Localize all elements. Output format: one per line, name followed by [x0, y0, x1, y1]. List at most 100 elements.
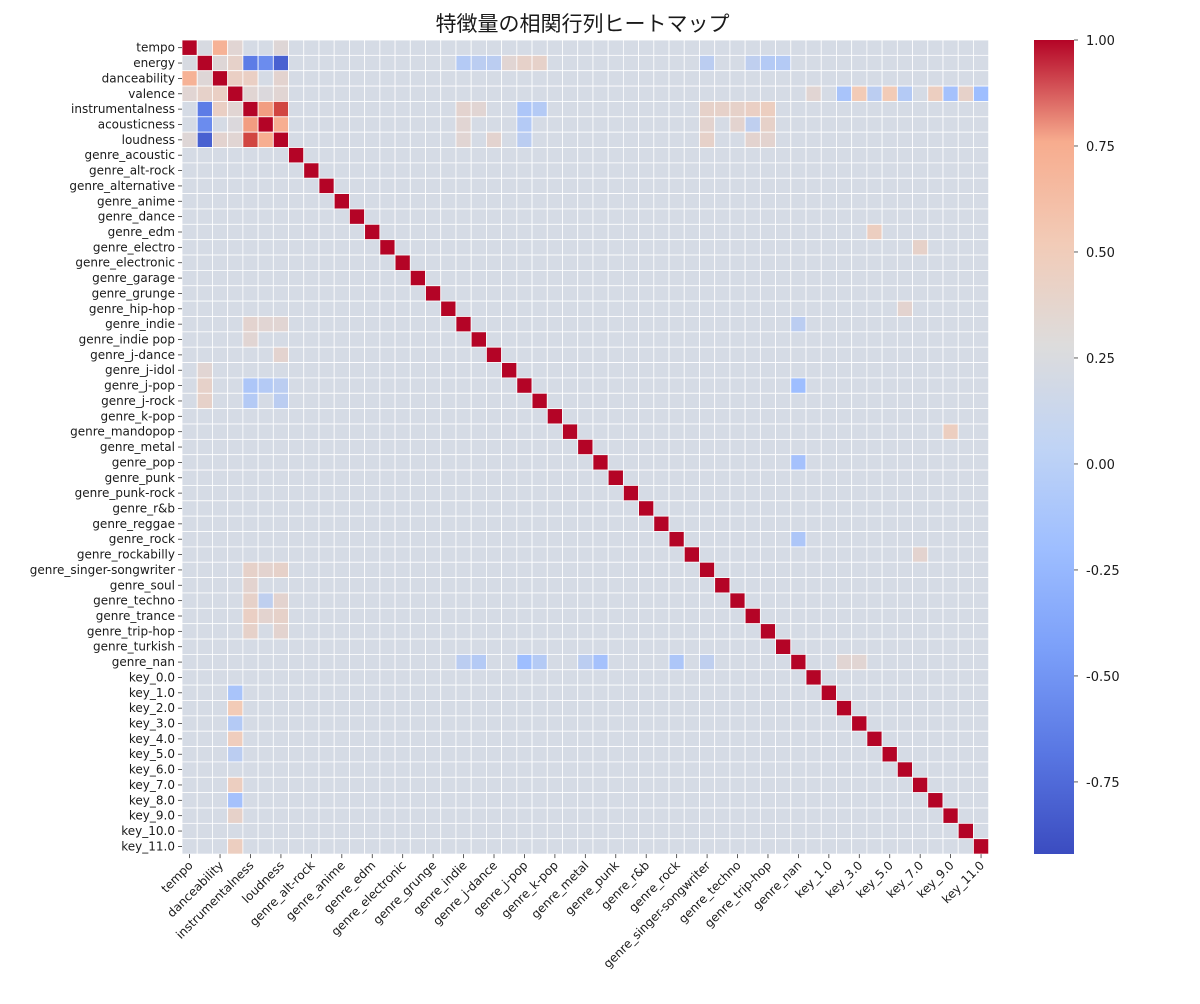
- heatmap-cell: [212, 761, 229, 778]
- heatmap-cell: [668, 331, 685, 348]
- heatmap-cell: [881, 607, 898, 625]
- heatmap-cell: [638, 838, 655, 855]
- heatmap-cell: [333, 454, 350, 471]
- heatmap-cell: [470, 438, 487, 456]
- heatmap-cell: [622, 485, 640, 502]
- heatmap-cell: [364, 254, 381, 271]
- heatmap-cell: [866, 515, 883, 532]
- heatmap-cell: [775, 654, 792, 671]
- heatmap-cell: [836, 684, 853, 701]
- heatmap-cell: [562, 254, 579, 271]
- heatmap-cell: [333, 208, 350, 225]
- heatmap-cell: [775, 269, 792, 287]
- heatmap-cell: [531, 607, 548, 625]
- heatmap-cell: [805, 116, 822, 133]
- heatmap-cell: [790, 546, 807, 563]
- heatmap-cell: [227, 254, 244, 271]
- heatmap-cell: [759, 761, 776, 778]
- heatmap-cell: [349, 761, 366, 778]
- heatmap-cell: [562, 285, 579, 302]
- heatmap-cell: [501, 669, 518, 686]
- heatmap-cell: [638, 70, 655, 87]
- heatmap-cell: [851, 208, 868, 225]
- heatmap-cell: [577, 746, 594, 763]
- heatmap-cell: [592, 684, 609, 701]
- heatmap-cell: [227, 669, 244, 686]
- heatmap-cell: [714, 223, 731, 241]
- heatmap-cell: [592, 592, 609, 609]
- heatmap-cell: [683, 408, 700, 425]
- heatmap-cell: [653, 177, 670, 195]
- heatmap-cell: [638, 423, 655, 440]
- heatmap-cell: [349, 822, 366, 840]
- heatmap-cell: [912, 147, 929, 164]
- heatmap-cell: [531, 300, 548, 317]
- heatmap-cell: [455, 485, 472, 502]
- heatmap-cell: [425, 377, 442, 394]
- heatmap-cell: [455, 700, 472, 717]
- heatmap-cell: [896, 223, 913, 241]
- heatmap-cell: [318, 116, 335, 133]
- heatmap-cell: [470, 654, 487, 671]
- y-tick-label: acousticness: [98, 117, 175, 131]
- heatmap-cell: [866, 838, 883, 855]
- heatmap-cell: [744, 776, 761, 794]
- heatmap-cell: [820, 669, 837, 686]
- heatmap-cell: [775, 607, 792, 625]
- heatmap-cell: [607, 792, 624, 809]
- heatmap-cell: [775, 70, 792, 87]
- heatmap-cell: [790, 223, 807, 241]
- heatmap-cell: [653, 193, 670, 210]
- heatmap-cell: [699, 838, 716, 855]
- heatmap-cell: [714, 469, 731, 486]
- heatmap-cell: [318, 792, 335, 809]
- heatmap-cell: [912, 285, 929, 302]
- heatmap-cell: [485, 377, 503, 394]
- heatmap-cell: [181, 761, 198, 778]
- heatmap-cell: [683, 377, 700, 394]
- heatmap-cell: [181, 638, 198, 655]
- heatmap-cell: [775, 592, 792, 609]
- heatmap-cell: [409, 638, 426, 655]
- heatmap-cell: [425, 838, 442, 855]
- heatmap-cell: [470, 208, 487, 225]
- heatmap-cell: [531, 531, 548, 548]
- heatmap-cell: [866, 54, 883, 72]
- heatmap-cell: [227, 331, 244, 348]
- heatmap-cell: [577, 822, 594, 840]
- heatmap-cell: [851, 623, 868, 640]
- heatmap-cell: [912, 546, 929, 563]
- heatmap-cell: [546, 669, 563, 686]
- heatmap-cell: [242, 654, 259, 671]
- heatmap-cell: [729, 438, 746, 456]
- heatmap-cell: [379, 654, 396, 671]
- heatmap-cell: [592, 761, 609, 778]
- heatmap-cell: [333, 746, 350, 763]
- heatmap-cell: [394, 438, 411, 456]
- heatmap-cell: [896, 515, 913, 532]
- heatmap-cell: [349, 438, 366, 456]
- heatmap-cell: [425, 638, 442, 655]
- heatmap-cell: [288, 162, 305, 179]
- heatmap-cell: [379, 469, 396, 486]
- heatmap-cell: [318, 515, 335, 532]
- heatmap-cell: [181, 531, 198, 548]
- heatmap-cell: [683, 715, 700, 732]
- heatmap-cell: [622, 208, 640, 225]
- heatmap-cell: [759, 269, 776, 287]
- heatmap-cell: [927, 592, 944, 609]
- heatmap-cell: [546, 776, 563, 794]
- heatmap-cell: [364, 408, 381, 425]
- heatmap-cell: [973, 485, 990, 502]
- heatmap-cell: [364, 454, 381, 471]
- heatmap-cell: [425, 807, 442, 824]
- heatmap-cell: [699, 85, 716, 102]
- heatmap-cell: [318, 746, 335, 763]
- heatmap-cell: [409, 285, 426, 302]
- heatmap-cell: [425, 485, 442, 502]
- heatmap-cell: [577, 438, 594, 456]
- heatmap-cell: [379, 392, 396, 410]
- heatmap-cell: [303, 254, 320, 271]
- heatmap-cell: [501, 392, 518, 410]
- heatmap-cell: [866, 807, 883, 824]
